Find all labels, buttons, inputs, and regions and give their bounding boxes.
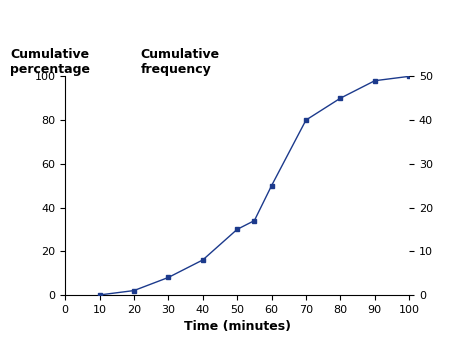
Text: Cumulative
frequency: Cumulative frequency [141,48,220,76]
X-axis label: Time (minutes): Time (minutes) [184,320,291,333]
Text: Cumulative
percentage: Cumulative percentage [10,48,90,76]
